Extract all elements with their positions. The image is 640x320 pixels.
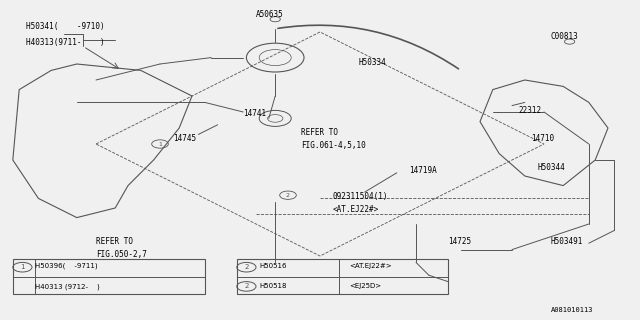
Text: FIG.050-2,7: FIG.050-2,7 <box>96 250 147 259</box>
Text: H503491: H503491 <box>550 237 583 246</box>
Text: 14741: 14741 <box>243 109 266 118</box>
Text: 2: 2 <box>244 264 248 270</box>
Bar <box>13 259 205 294</box>
Text: REFER TO: REFER TO <box>301 128 338 137</box>
Text: H50396(    -9711): H50396( -9711) <box>35 263 98 269</box>
Text: H50344: H50344 <box>538 163 565 172</box>
Text: C00813: C00813 <box>550 32 578 41</box>
Text: <AT.EJ22#>: <AT.EJ22#> <box>333 205 379 214</box>
Bar <box>237 259 448 294</box>
Text: 092311504(1): 092311504(1) <box>333 192 388 201</box>
Text: A50635: A50635 <box>256 10 284 19</box>
Text: 14725: 14725 <box>448 237 471 246</box>
Text: <AT.EJ22#>: <AT.EJ22#> <box>349 263 392 269</box>
Text: <EJ25D>: <EJ25D> <box>349 284 381 289</box>
Text: H50341(    -9710): H50341( -9710) <box>26 22 104 31</box>
Text: H40313 (9712-    ): H40313 (9712- ) <box>35 283 100 290</box>
Text: H40313(9711-    ): H40313(9711- ) <box>26 38 104 47</box>
Text: FIG.061-4,5,10: FIG.061-4,5,10 <box>301 141 365 150</box>
Text: 2: 2 <box>244 284 248 289</box>
Text: 2: 2 <box>286 193 290 198</box>
Text: H50334: H50334 <box>358 58 386 67</box>
Text: 1: 1 <box>20 264 25 270</box>
Text: 14719A: 14719A <box>410 166 437 175</box>
Text: A081010113: A081010113 <box>550 307 593 313</box>
Text: 14745: 14745 <box>173 134 196 143</box>
Text: 1: 1 <box>158 141 162 147</box>
Text: H50516: H50516 <box>259 263 287 269</box>
Text: 14710: 14710 <box>531 134 554 143</box>
Text: REFER TO: REFER TO <box>96 237 133 246</box>
Text: H50518: H50518 <box>259 284 287 289</box>
Text: 22312: 22312 <box>518 106 541 115</box>
